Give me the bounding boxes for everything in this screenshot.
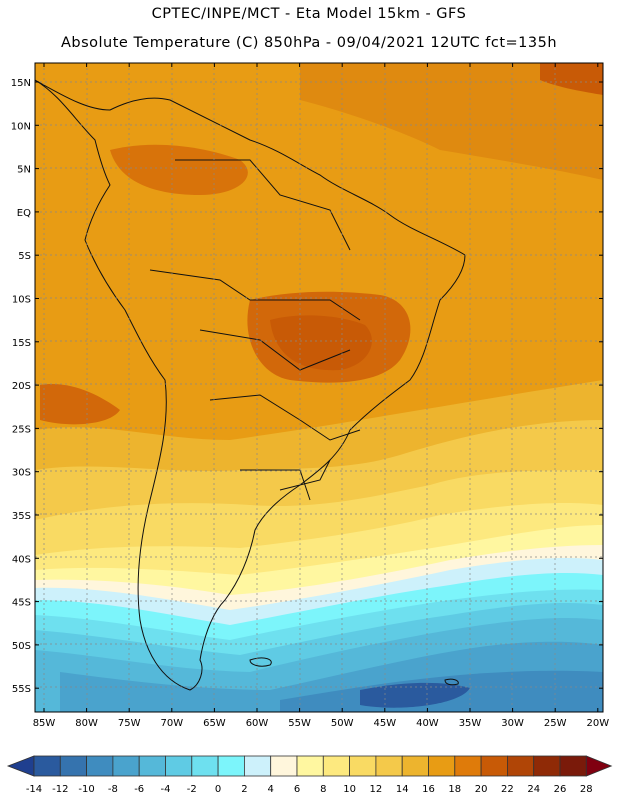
lon-label: 55W (288, 718, 311, 729)
colorbar-tick-label: 20 (475, 784, 488, 795)
lat-label: 10N (11, 121, 31, 132)
lat-label: 15N (11, 78, 31, 89)
lat-label: 15S (12, 338, 31, 349)
colorbar-segment (480, 755, 508, 777)
colorbar-tick-label: 14 (396, 784, 409, 795)
colorbar-arrow-high (585, 755, 613, 777)
colorbar-segment (375, 755, 403, 777)
colorbar-segment (322, 755, 350, 777)
colorbar-segment (33, 755, 61, 777)
colorbar-tick-label: 8 (320, 784, 326, 795)
temperature-field (35, 63, 603, 712)
colorbar-segment (86, 755, 114, 777)
graticule (35, 63, 603, 712)
colorbar-segment (349, 755, 377, 777)
colorbar-segment (428, 755, 456, 777)
colorbar-tick-label: -6 (134, 784, 144, 795)
lat-label: 25S (12, 424, 31, 435)
colorbar-tick-label: 10 (343, 784, 356, 795)
colorbar-tick-label: -10 (78, 784, 94, 795)
map-title: CPTEC/INPE/MCT - Eta Model 15km - GFS (151, 6, 467, 22)
lat-label: 55S (12, 684, 31, 695)
coastlines (35, 79, 466, 691)
colorbar-tick-label: -8 (108, 784, 118, 795)
lat-label: 10S (12, 295, 31, 306)
colorbar-tick-label: 2 (241, 784, 247, 795)
lon-label: 20W (586, 718, 609, 729)
colorbar-segment (138, 755, 166, 777)
colorbar-tick-label: 28 (580, 784, 593, 795)
colorbar-labels: -14 -12 -10 -8 -6 -4 -2 0 2 4 6 8 10 12 14 16 18 20 22 24 26… (26, 784, 593, 795)
lon-label: 60W (246, 718, 269, 729)
colorbar-tick-label: -12 (52, 784, 68, 795)
colorbar-tick-label: 22 (501, 784, 514, 795)
colorbar-segment (59, 755, 87, 777)
lat-label: EQ (17, 208, 31, 219)
colorbar-segment (165, 755, 193, 777)
map-subtitle: Absolute Temperature (C) 850hPa - 09/04/… (60, 35, 558, 51)
lon-label: 65W (203, 718, 226, 729)
lat-label: 35S (12, 511, 31, 522)
lon-label: 85W (33, 718, 56, 729)
colorbar-tick-label: 24 (527, 784, 540, 795)
colorbar-segment (270, 755, 298, 777)
colorbar-segment (454, 755, 482, 777)
lat-label: 50S (12, 641, 31, 652)
lon-label: 40W (416, 718, 439, 729)
longitude-labels: 85W 80W 75W 70W 65W 60W 55W 50W 45W 40W 35W 30W 25W 2… (33, 718, 610, 729)
colorbar-tick-label: -4 (161, 784, 171, 795)
colorbar-segment (296, 755, 324, 777)
colorbar-tick-label: -2 (187, 784, 197, 795)
colorbar-tick-label: 12 (370, 784, 383, 795)
lat-label: 5S (18, 251, 31, 262)
colorbar-segment (401, 755, 429, 777)
lat-label: 40S (12, 554, 31, 565)
lon-label: 35W (459, 718, 482, 729)
colorbar-tick-label: 6 (294, 784, 300, 795)
colorbar-tick-label: -14 (26, 784, 42, 795)
lon-label: 75W (118, 718, 141, 729)
colorbar-tick-label: 0 (215, 784, 221, 795)
colorbar-segment (243, 755, 272, 777)
colorbar-segment (217, 755, 245, 777)
lat-label: 45S (12, 598, 31, 609)
colorbar-arrow-low (6, 755, 35, 777)
colorbar-segment (191, 755, 219, 777)
lon-label: 80W (75, 718, 98, 729)
lat-label: 20S (12, 381, 31, 392)
colorbar-tick-label: 4 (268, 784, 274, 795)
lat-label: 5N (17, 165, 31, 176)
colorbar-segment (533, 755, 561, 777)
colorbar-tick-label: 26 (554, 784, 567, 795)
colorbar-segment (506, 755, 535, 777)
colorbar-tick-label: 18 (448, 784, 461, 795)
axis-ticks (35, 63, 603, 712)
lon-label: 70W (160, 718, 183, 729)
latitude-labels: 15N 10N 5N EQ 5S 10S 15S 20S 25S 30S 35S 40S 45S 50S 5… (11, 78, 31, 695)
lon-label: 50W (331, 718, 354, 729)
lat-label: 30S (12, 468, 31, 479)
colorbar-segment (112, 755, 140, 777)
colorbar-segment (559, 755, 587, 777)
lon-label: 30W (501, 718, 524, 729)
lon-label: 25W (544, 718, 567, 729)
colorbar-tick-label: 16 (422, 784, 435, 795)
map-frame (34, 62, 604, 713)
lon-label: 45W (373, 718, 396, 729)
colorbar (6, 755, 613, 777)
